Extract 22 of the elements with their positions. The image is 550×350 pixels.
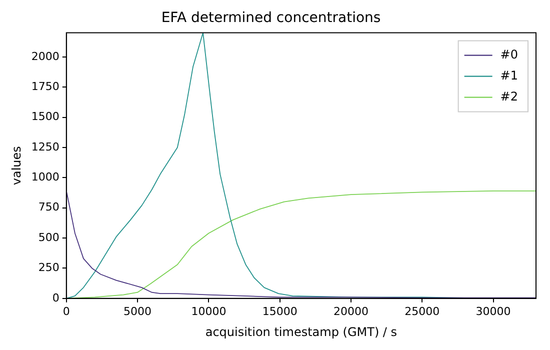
x-tick-label: 0: [62, 304, 70, 318]
x-tick-label: 20000: [334, 304, 369, 318]
x-axis-title: acquisition timestamp (GMT) / s: [205, 324, 398, 339]
y-tick-label: 750: [38, 200, 60, 214]
y-tick-label: 1750: [31, 80, 60, 93]
y-tick-label: 1500: [31, 110, 60, 124]
y-tick-label: 1250: [31, 140, 60, 154]
x-tick-label: 25000: [404, 304, 440, 318]
y-tick-label: 1000: [31, 170, 60, 184]
x-tick-label: 5000: [124, 304, 152, 318]
legend-label: #2: [500, 89, 518, 104]
chart-title: EFA determined concentrations: [161, 10, 381, 26]
x-tick-label: 10000: [191, 304, 226, 318]
y-tick-label: 250: [38, 261, 60, 274]
y-tick-label: 500: [38, 230, 60, 244]
y-tick-label: 0: [52, 291, 60, 304]
legend-label: #0: [500, 47, 518, 62]
y-axis-title: values: [9, 146, 24, 186]
x-tick-label: 15000: [262, 304, 298, 318]
y-tick-label: 2000: [31, 50, 60, 63]
x-tick-label: 30000: [476, 304, 511, 318]
legend-label: #1: [500, 68, 518, 82]
